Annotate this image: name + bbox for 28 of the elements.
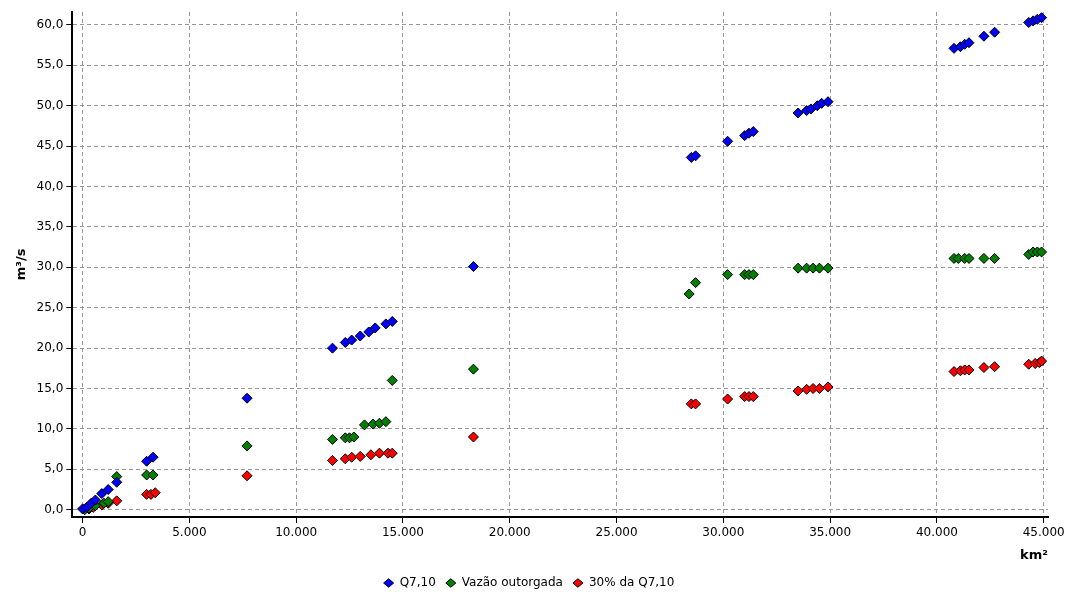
y-tick-label: 5,0 xyxy=(44,461,64,476)
x-tick-label: 30.000 xyxy=(702,525,745,540)
y-tick-label: 50,0 xyxy=(36,97,64,112)
x-tick-label: 5.000 xyxy=(172,525,207,540)
y-tick-label: 25,0 xyxy=(36,299,64,314)
legend-label: 30% da Q7,10 xyxy=(588,575,675,590)
x-tick-label: 25.000 xyxy=(595,525,638,540)
y-tick-label: 15,0 xyxy=(36,380,64,395)
x-tick-label: 20.000 xyxy=(488,525,531,540)
y-tick-label: 10,0 xyxy=(36,421,64,436)
x-tick-label: 10.000 xyxy=(275,525,318,540)
y-tick-label: 45,0 xyxy=(36,138,64,153)
x-axis-title: km² xyxy=(1020,546,1048,562)
legend-label: Q7,10 xyxy=(399,575,436,590)
y-tick-label: 0,0 xyxy=(44,501,64,516)
y-tick-label: 55,0 xyxy=(36,57,64,72)
y-tick-label: 60,0 xyxy=(36,17,64,32)
y-tick-label: 30,0 xyxy=(36,259,64,274)
x-tick-label: 40.000 xyxy=(915,525,958,540)
y-axis-title: m³/s xyxy=(13,248,29,281)
legend-label: Vazão outorgada xyxy=(461,575,563,590)
x-tick-label: 45.000 xyxy=(1022,525,1065,540)
y-tick-label: 20,0 xyxy=(36,340,64,355)
x-tick-label: 35.000 xyxy=(809,525,852,540)
y-tick-label: 35,0 xyxy=(36,219,64,234)
y-tick-label: 40,0 xyxy=(36,178,64,193)
x-tick-label: 15.000 xyxy=(381,525,424,540)
x-tick-label: 0 xyxy=(78,525,87,540)
